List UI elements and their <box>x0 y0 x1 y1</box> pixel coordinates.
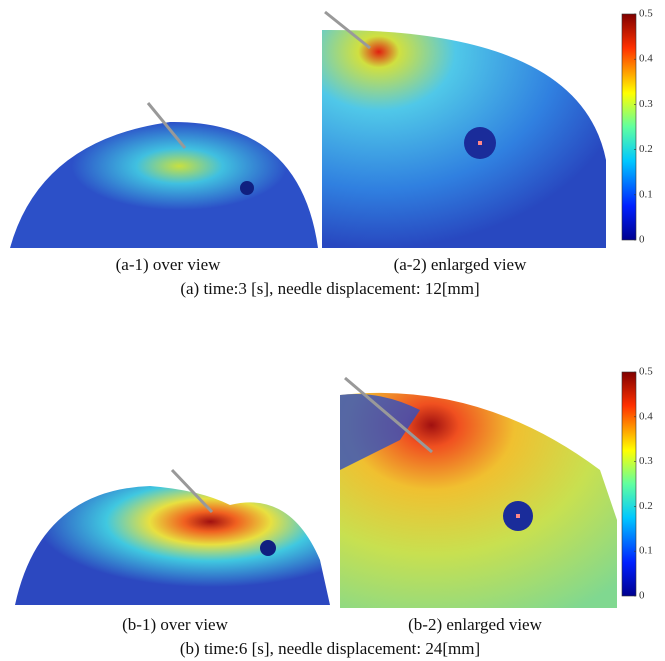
target <box>260 540 276 556</box>
colorbar-tick-label: 0.3 <box>639 455 653 467</box>
subfigure-caption: (b-2) enlarged view <box>408 615 542 634</box>
panel-caption: (b) time:6 [s], needle displacement: 24[… <box>180 639 480 658</box>
panel-caption: (a) time:3 [s], needle displacement: 12[… <box>180 279 479 298</box>
colorbar-tick-label: 0.5 <box>639 8 653 20</box>
figure: 0 0.1 0.2 0.3 0.4 0.5 0 0.1 0.2 0.3 0.4 0.5 (a-1) … <box>0 0 665 661</box>
colorbar: 0 0.1 0.2 0.3 0.4 0.5 <box>622 8 653 246</box>
subfigure-caption: (b-1) over view <box>122 615 228 634</box>
colorbar-tick-label: 0 <box>639 590 645 602</box>
colorbar-tick-label: 0.4 <box>639 410 653 422</box>
over-view-image <box>15 486 330 605</box>
target-point <box>478 141 482 145</box>
colorbar-tick-label: 0.2 <box>639 143 653 155</box>
subfigure-caption: (a-1) over view <box>116 255 222 274</box>
colorbar-scale <box>622 14 636 240</box>
colorbar-tick-label: 0.1 <box>639 188 653 200</box>
target-point <box>516 514 520 518</box>
over-view-image <box>10 122 318 248</box>
colorbar-tick-label: 0.2 <box>639 500 653 512</box>
colorbar-tick-label: 0.4 <box>639 53 653 65</box>
enlarged-view-image <box>322 30 606 248</box>
colorbar: 0 0.1 0.2 0.3 0.4 0.5 <box>622 366 653 602</box>
subfigure-caption: (a-2) enlarged view <box>394 255 528 274</box>
colorbar-tick-label: 0.1 <box>639 545 653 557</box>
colorbar-tick-label: 0.5 <box>639 366 653 378</box>
target <box>240 181 254 195</box>
figure-canvas: 0 0.1 0.2 0.3 0.4 0.5 0 0.1 0.2 0.3 0.4 0.5 (a-1) … <box>0 0 665 661</box>
colorbar-tick-label: 0.3 <box>639 98 653 110</box>
colorbar-scale <box>622 372 636 596</box>
colorbar-tick-label: 0 <box>639 234 645 246</box>
